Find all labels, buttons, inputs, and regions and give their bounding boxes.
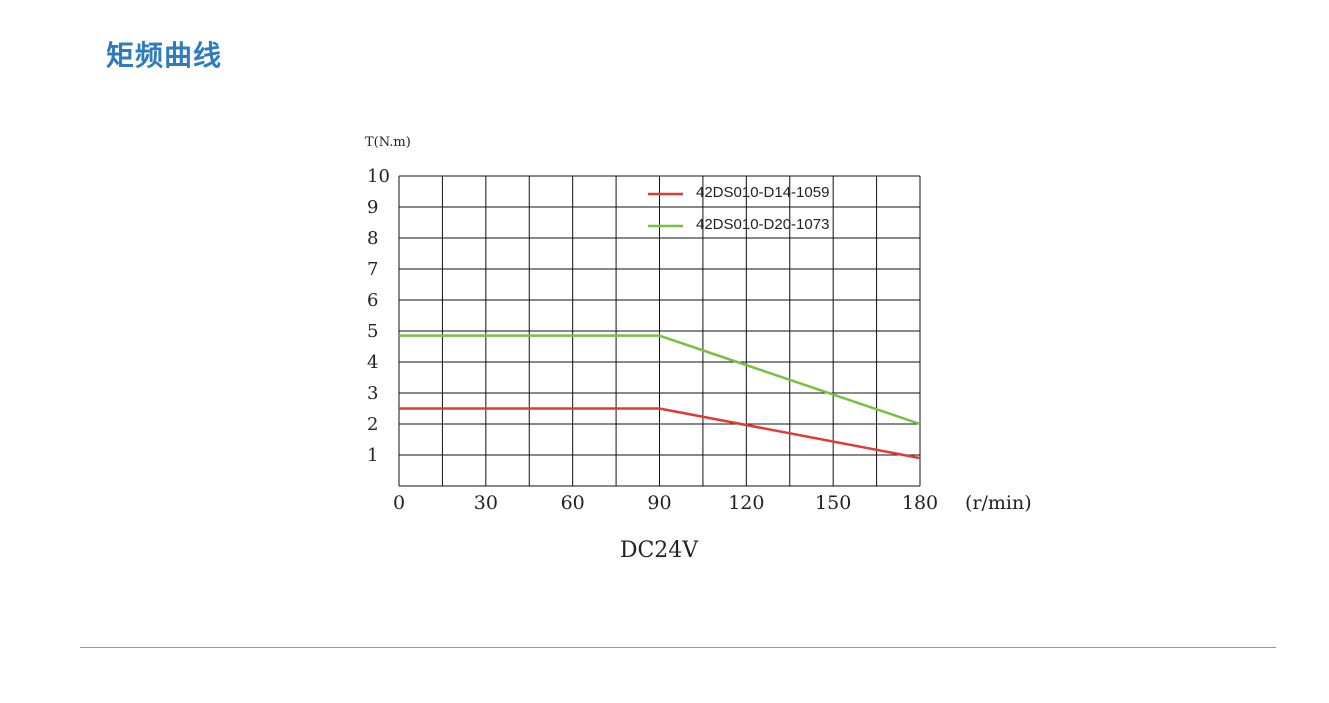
x-tick-label: 30: [474, 492, 498, 514]
grid: [398, 175, 921, 487]
x-tick-label: 180: [902, 492, 938, 514]
series-lines: [399, 334, 921, 460]
x-tick-labels: 0 30 60 90 120 150 180: [393, 492, 938, 514]
y-tick-label: 8: [367, 228, 378, 249]
x-tick-label: 120: [728, 492, 764, 514]
x-axis-label: (r/min): [965, 492, 1032, 514]
y-tick-labels: 1 2 3 4 5 6 7 8 9 10: [367, 166, 390, 466]
y-tick-label: 3: [367, 383, 378, 404]
series-line: [399, 334, 921, 426]
series-line: [399, 407, 921, 460]
x-tick-label: 90: [647, 492, 671, 514]
x-tick-label: 60: [561, 492, 585, 514]
y-tick-label: 2: [367, 414, 378, 435]
legend-label: 42DS010-D14-1059: [696, 184, 829, 201]
x-tick-label: 150: [815, 492, 851, 514]
y-tick-label: 5: [367, 321, 378, 342]
divider: [80, 647, 1276, 648]
legend: 42DS010-D14-1059 42DS010-D20-1073: [648, 184, 829, 233]
y-axis-label: T(N.m): [365, 135, 411, 150]
y-tick-label: 1: [367, 445, 378, 466]
y-tick-label: 9: [367, 197, 378, 218]
x-tick-label: 0: [393, 492, 405, 514]
y-tick-label: 7: [367, 259, 378, 280]
y-tick-label: 10: [367, 166, 390, 187]
y-tick-label: 6: [367, 290, 378, 311]
legend-label: 42DS010-D20-1073: [696, 216, 829, 233]
chart-caption: DC24V: [620, 538, 699, 563]
y-tick-label: 4: [367, 352, 378, 373]
page-title: 矩频曲线: [106, 39, 223, 72]
